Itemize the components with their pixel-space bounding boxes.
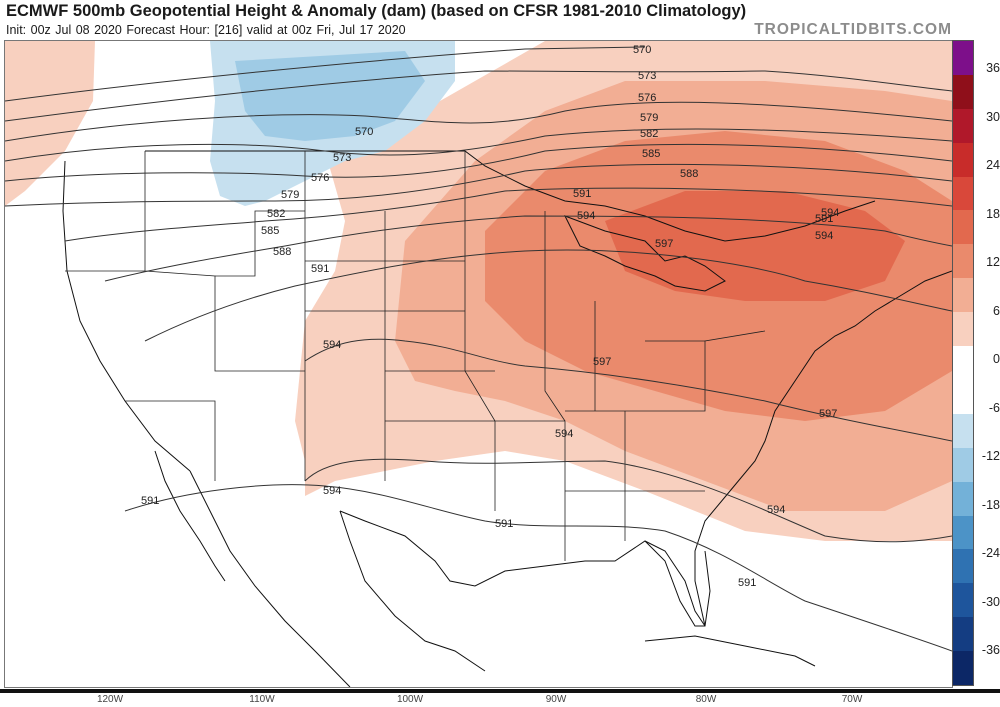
great-lakes bbox=[563, 215, 726, 292]
colorbar-segment bbox=[953, 210, 973, 245]
colorbar-segment bbox=[953, 244, 973, 279]
contour-label: 597 bbox=[655, 238, 673, 250]
contour-label: 594 bbox=[323, 339, 341, 351]
colorbar-tick-label: -24 bbox=[981, 546, 1000, 560]
contour-label: 591 bbox=[573, 188, 591, 200]
contour-label: 582 bbox=[267, 208, 285, 220]
colorbar-segment bbox=[953, 176, 973, 211]
negative-anomaly-core bbox=[235, 51, 425, 141]
site-brand[interactable]: TROPICALTIDBITS.COM bbox=[754, 21, 952, 38]
colorbar-segment bbox=[953, 41, 973, 76]
chart-title: ECMWF 500mb Geopotential Height & Anomal… bbox=[6, 2, 747, 20]
colorbar-segment bbox=[953, 515, 973, 550]
florida bbox=[644, 540, 711, 627]
longitude-label: 120W bbox=[96, 694, 124, 705]
colorbar-segment bbox=[953, 447, 973, 483]
colorbar-tick-label: 6 bbox=[993, 303, 1000, 318]
height-contours bbox=[5, 46, 952, 652]
colorbar-segment bbox=[953, 278, 973, 313]
contour-label: 591 bbox=[141, 495, 159, 507]
gulf-coast-mexico bbox=[339, 510, 486, 672]
contour-label: 570 bbox=[355, 126, 373, 138]
colorbar-segment bbox=[953, 651, 973, 686]
contour-label: 591 bbox=[738, 577, 756, 589]
contour-label: 591 bbox=[311, 263, 329, 275]
colorbar-tick-label: -36 bbox=[981, 643, 1000, 657]
colorbar-segment bbox=[953, 346, 973, 381]
contour-label: 570 bbox=[633, 44, 651, 56]
longitude-label: 90W bbox=[545, 694, 567, 705]
bottom-divider bbox=[0, 689, 1000, 693]
gulf-coast bbox=[339, 510, 706, 627]
positive-anomaly-max bbox=[605, 191, 905, 301]
colorbar-tick-label: -12 bbox=[981, 449, 1000, 463]
colorbar-tick-label: 36 bbox=[986, 61, 1000, 75]
contour-label: 579 bbox=[640, 112, 658, 124]
map-panel[interactable]: 570 573 576 579 582 585 588 591 594 597 … bbox=[4, 40, 953, 688]
contour-label: 576 bbox=[311, 172, 329, 184]
contour-label: 594 bbox=[323, 485, 341, 497]
contour-label: 594 bbox=[815, 230, 833, 242]
contour-labels: 570 573 576 579 582 585 588 591 594 597 … bbox=[141, 44, 839, 589]
longitude-label: 70W bbox=[841, 694, 863, 705]
colorbar-segment bbox=[953, 108, 973, 144]
colorbar-tick-label: 12 bbox=[986, 255, 1000, 269]
colorbar-segment bbox=[953, 379, 973, 415]
anomaly-map: 570 573 576 579 582 585 588 591 594 597 … bbox=[5, 41, 952, 687]
contour-label: 594 bbox=[821, 207, 839, 219]
contour-label: 573 bbox=[333, 152, 351, 164]
colorbar-segment bbox=[953, 142, 973, 178]
contour-label: 573 bbox=[638, 70, 656, 82]
baja-california bbox=[154, 450, 226, 582]
colorbar-tick-label: -18 bbox=[981, 497, 1000, 512]
colorbar-segment bbox=[953, 481, 973, 517]
longitude-label: 110W bbox=[249, 694, 275, 705]
longitude-label: 80W bbox=[695, 694, 717, 705]
contour-label: 594 bbox=[555, 428, 573, 440]
contour-label: 597 bbox=[593, 356, 611, 368]
contour-label: 591 bbox=[815, 213, 833, 225]
colorbar-tick-label: 0 bbox=[993, 352, 1000, 366]
anomaly-shading bbox=[5, 41, 952, 541]
forecast-info: Init: 00z Jul 08 2020 Forecast Hour: [21… bbox=[6, 23, 406, 37]
colorbar-segment bbox=[953, 413, 973, 449]
anomaly-colorbar bbox=[952, 40, 974, 686]
colorbar-tick-label: 18 bbox=[986, 206, 1000, 221]
colorbar-segment bbox=[953, 312, 973, 347]
contour-label: 594 bbox=[767, 504, 785, 516]
us-west-coast bbox=[62, 160, 191, 472]
contour-label: 594 bbox=[577, 210, 595, 222]
colorbar-tick-label: 30 bbox=[986, 109, 1000, 124]
colorbar-tick-label: -6 bbox=[988, 400, 1000, 415]
colorbar-segment bbox=[953, 74, 973, 110]
us-east-coast bbox=[694, 270, 952, 627]
positive-anomaly-west bbox=[5, 41, 95, 206]
contour-label: 585 bbox=[261, 225, 279, 237]
contour-label: 576 bbox=[638, 92, 656, 104]
state-borders bbox=[65, 151, 766, 561]
cuba bbox=[644, 635, 816, 667]
geographic-borders bbox=[62, 150, 952, 687]
contour-label: 591 bbox=[495, 518, 513, 530]
contour-label: 582 bbox=[640, 128, 658, 140]
longitude-label: 100W bbox=[396, 694, 424, 705]
contour-label: 597 bbox=[819, 408, 837, 420]
contour-label: 585 bbox=[642, 148, 660, 160]
contour-label: 588 bbox=[273, 246, 291, 258]
colorbar-segment bbox=[953, 549, 973, 584]
us-canada-border bbox=[145, 150, 876, 242]
colorbar-segment bbox=[953, 617, 973, 652]
colorbar-tick-label: 24 bbox=[986, 158, 1000, 172]
colorbar-tick-label: -30 bbox=[981, 594, 1000, 609]
mexico-pacific-coast bbox=[189, 470, 351, 687]
colorbar-segment bbox=[953, 583, 973, 618]
contour-label: 588 bbox=[680, 168, 698, 180]
contour-label: 579 bbox=[281, 189, 299, 201]
